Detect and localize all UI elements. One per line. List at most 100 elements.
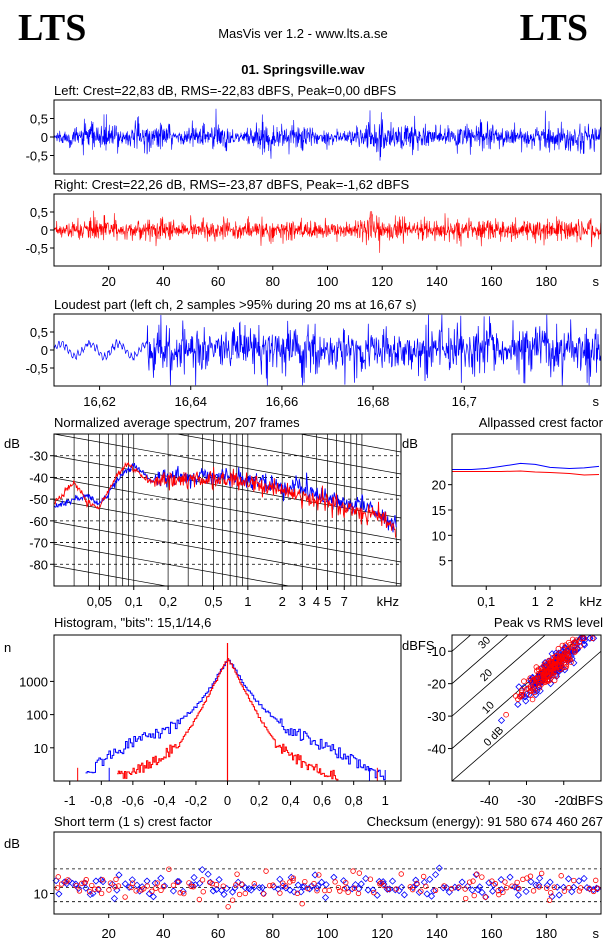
diagonal-ref [54, 434, 401, 497]
plot-frame [451, 433, 602, 587]
stc-point-right [594, 885, 601, 891]
y-tick-label: 10 [432, 528, 446, 543]
stc-point-left [364, 886, 372, 894]
chart-title: Histogram, "bits": 15,1/14,6 [54, 615, 211, 630]
x-tick-label: 0 [224, 793, 231, 808]
pvr-point-right [569, 644, 576, 651]
y-tick-label: 5 [439, 554, 446, 569]
y-tick-label: -10 [427, 644, 446, 659]
x-tick-label: 2 [279, 594, 286, 609]
y-tick-label: 15 [432, 503, 446, 518]
stc-point-right [558, 873, 564, 879]
stc-point-left [74, 884, 83, 892]
stc-point-left [108, 880, 116, 888]
stc-point-right [225, 904, 231, 910]
stc-point-right [503, 884, 510, 891]
y-tick-label: -50 [29, 492, 48, 507]
stc-point-right [92, 886, 98, 892]
spectrum-right [54, 461, 397, 538]
stc-point-left [497, 875, 505, 884]
y-tick-label: 10 [34, 887, 48, 902]
stc-point-left [535, 881, 543, 889]
stc-point-right [561, 888, 568, 894]
stc-point-left [468, 886, 476, 894]
stc-point-right [332, 879, 338, 885]
stc-point-right [314, 888, 320, 894]
pvr-point-left [515, 683, 523, 691]
crest-line [452, 635, 583, 750]
stc-point-right [106, 887, 112, 893]
y-tick-label: -80 [29, 557, 48, 572]
stc-point-left [388, 877, 397, 885]
x-unit-label: kHz [377, 594, 399, 609]
stc-point-left [138, 883, 146, 891]
y-tick-label: 0,5 [30, 325, 48, 340]
x-tick-label: 40 [156, 926, 170, 941]
stc-point-left [322, 881, 330, 889]
pvr-point-right [579, 635, 585, 642]
stc-point-right [73, 883, 79, 889]
y-tick-label: -0,5 [26, 149, 48, 164]
stc-point-left [110, 894, 118, 903]
stc-point-right [495, 887, 501, 894]
stc-point-left [357, 880, 365, 888]
x-tick-label: 60 [211, 926, 225, 941]
crest-line [452, 635, 546, 717]
stc-point-right [536, 884, 542, 890]
stc-point-left [306, 885, 314, 893]
stc-point-right [144, 883, 150, 889]
x-tick-label: -0,2 [185, 793, 207, 808]
x-tick-label: 0,05 [87, 594, 112, 609]
stc-point-left [255, 884, 264, 892]
stc-point-right [213, 882, 220, 888]
stc-point-right [456, 884, 462, 890]
stc-point-right [441, 883, 447, 889]
stc-point-right [200, 889, 206, 895]
stc-point-right [551, 884, 558, 890]
stc-point-right [233, 882, 239, 888]
stc-point-left [575, 877, 583, 885]
pvr-point-left [579, 635, 587, 642]
diagonal-ref [298, 434, 401, 453]
stc-point-right [263, 868, 269, 874]
stc-point-right [154, 880, 160, 886]
x-unit-label: s [593, 926, 600, 941]
x-unit-label: s [593, 394, 600, 409]
stc-point-right [414, 880, 420, 887]
pvr-point-left [514, 700, 522, 709]
stc-point-left [209, 887, 217, 895]
pvr-point-right [536, 685, 543, 691]
stc-point-right [543, 885, 550, 891]
x-tick-label: 160 [481, 274, 503, 289]
stc-point-left [485, 879, 493, 887]
stc-point-right [174, 879, 181, 885]
logo-right: LTS [519, 7, 588, 49]
chart-title: Peak vs RMS level [494, 615, 603, 630]
pvr-point-left [522, 697, 530, 705]
stc-point-right [65, 877, 71, 883]
stc-point-right [593, 877, 599, 884]
chart-title: Short term (1 s) crest factor [54, 814, 213, 829]
stc-point-right [489, 878, 495, 884]
stc-point-left [426, 875, 434, 883]
x-tick-label: 2 [546, 594, 553, 609]
y-tick-label: -30 [427, 709, 446, 724]
stc-point-right [238, 881, 245, 887]
stc-point-left [514, 891, 523, 899]
stc-point-left [369, 886, 377, 894]
stc-point-right [294, 890, 301, 897]
y-axis-label: dBFS [402, 638, 435, 653]
x-tick-label: 160 [481, 926, 503, 941]
x-tick-label: 100 [317, 926, 339, 941]
stc-point-right [290, 875, 297, 881]
stc-point-right [190, 884, 197, 890]
stc-point-left [247, 886, 255, 894]
stc-point-right [83, 877, 89, 883]
stc-point-right [63, 878, 69, 885]
stc-point-right [471, 892, 477, 899]
stc-point-left [145, 890, 153, 898]
stc-point-left [454, 884, 462, 892]
stc-point-right [160, 883, 167, 890]
x-tick-label: -1 [64, 793, 76, 808]
stc-point-right [99, 877, 106, 883]
